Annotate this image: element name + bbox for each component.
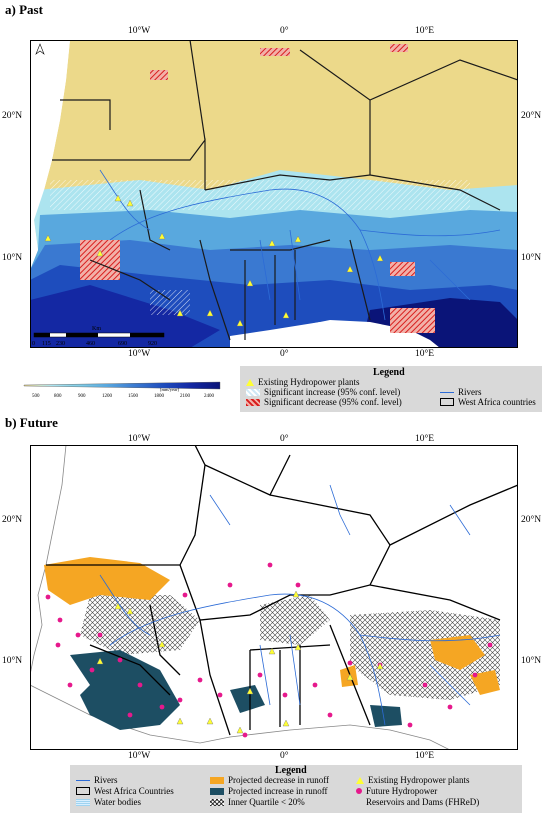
legend-label: Rivers bbox=[94, 775, 118, 785]
panel-a-lat-tick: 20°N bbox=[521, 111, 542, 121]
increase-swatch bbox=[210, 787, 224, 795]
legend-item: Water bodies bbox=[76, 797, 141, 807]
legend-label: Projected decrease in runoff bbox=[228, 775, 330, 785]
scalebar: Km 0 115 230 460 690 920 bbox=[32, 326, 165, 347]
legend-item: Future Hydropower bbox=[356, 786, 437, 796]
panel-a-map: Km 0 115 230 460 690 920 bbox=[30, 40, 518, 348]
panel-b-lon-tick: 10°W bbox=[128, 751, 151, 761]
panel-a-colorbar: 500 800 900 1200 1500 1800 2100 2400 [mm… bbox=[23, 381, 221, 399]
legend-label: Significant increase (95% conf. level) bbox=[264, 387, 401, 397]
panel-a-lon-tick: 10°E bbox=[415, 26, 435, 36]
legend-item: Inner Quartile < 20% bbox=[210, 797, 305, 807]
country-border-icon bbox=[76, 787, 90, 795]
scalebar-unit: Km bbox=[92, 326, 101, 332]
legend-label: Inner Quartile < 20% bbox=[228, 797, 305, 807]
panel-a-legend: Legend Existing Hydropower plants Signif… bbox=[240, 366, 542, 412]
hydropower-markers bbox=[44, 194, 384, 327]
legend-item: Reservoirs and Dams (FHReD) bbox=[366, 797, 479, 807]
legend-title: Legend bbox=[373, 367, 405, 378]
hatch-white-icon bbox=[246, 388, 260, 396]
legend-label: West Africa countries bbox=[458, 397, 536, 407]
decrease-swatch bbox=[210, 776, 224, 784]
panel-b-title: b) Future bbox=[5, 415, 58, 430]
panel-b-lat-tick: 20°N bbox=[521, 515, 542, 525]
fhred-markers bbox=[45, 562, 493, 738]
legend-item: Existing Hydropower plants bbox=[246, 377, 360, 387]
panel-b-lat-tick: 10°N bbox=[2, 656, 23, 666]
legend-item: Projected decrease in runoff bbox=[210, 775, 329, 785]
legend-item: Existing Hydropower plants bbox=[356, 775, 470, 785]
scalebar-label: 690 bbox=[118, 341, 127, 347]
hatch-red-icon bbox=[246, 398, 260, 406]
river-line-icon bbox=[76, 779, 90, 781]
panel-b-map bbox=[30, 445, 518, 750]
legend-label: Existing Hydropower plants bbox=[258, 377, 360, 387]
panel-a-lon-tick: 10°W bbox=[128, 26, 151, 36]
north-arrow-icon bbox=[35, 43, 45, 55]
legend-item: Rivers bbox=[440, 387, 482, 397]
legend-title: Legend bbox=[275, 765, 307, 776]
legend-item: West Africa Countries bbox=[76, 786, 174, 796]
legend-label: West Africa Countries bbox=[94, 786, 174, 796]
colorbar-unit: [mm/year] bbox=[160, 387, 179, 392]
legend-label: Existing Hydropower plants bbox=[368, 775, 470, 785]
legend-label: Projected increase in runoff bbox=[228, 786, 328, 796]
colorbar-label: 2400 bbox=[204, 394, 215, 399]
panel-b-lon-tick: 10°E bbox=[415, 434, 435, 444]
panel-a-lon-tick: 10°W bbox=[128, 349, 151, 359]
scalebar-label: 920 bbox=[148, 341, 157, 347]
scalebar-label: 0 bbox=[32, 341, 35, 347]
legend-label: Significant decrease (95% conf. level) bbox=[264, 397, 402, 407]
panel-b-lon-tick: 10°E bbox=[415, 751, 435, 761]
panel-b-lat-tick: 10°N bbox=[521, 656, 542, 666]
legend-item: West Africa countries bbox=[440, 397, 536, 407]
panel-b-lat-tick: 20°N bbox=[2, 515, 23, 525]
legend-item: Significant increase (95% conf. level) bbox=[246, 387, 400, 397]
colorbar-label: 2100 bbox=[180, 394, 191, 399]
panel-a-lon-tick: 10°E bbox=[415, 349, 435, 359]
dot-icon bbox=[356, 788, 362, 794]
triangle-icon bbox=[246, 378, 254, 386]
legend-label: Water bodies bbox=[94, 797, 142, 807]
colorbar-label: 800 bbox=[54, 394, 62, 399]
crosshatch-icon bbox=[210, 798, 224, 806]
legend-label: Future Hydropower bbox=[366, 786, 438, 796]
triangle-icon bbox=[356, 776, 364, 784]
hydropower-markers bbox=[96, 590, 384, 734]
colorbar-label: 1800 bbox=[154, 394, 165, 399]
panel-b-lon-tick: 10°W bbox=[128, 434, 151, 444]
panel-a-lon-tick: 0° bbox=[280, 26, 289, 36]
colorbar-label: 900 bbox=[78, 394, 86, 399]
colorbar-label: 1200 bbox=[102, 394, 113, 399]
scalebar-label: 230 bbox=[56, 341, 65, 347]
colorbar-label: 500 bbox=[32, 394, 40, 399]
legend-item: Projected increase in runoff bbox=[210, 786, 328, 796]
legend-item: Rivers bbox=[76, 775, 118, 785]
legend-label: Reservoirs and Dams (FHReD) bbox=[366, 797, 480, 807]
panel-a-title: a) Past bbox=[5, 2, 43, 17]
panel-a-lat-tick: 20°N bbox=[2, 111, 23, 121]
panel-b-lon-tick: 0° bbox=[280, 434, 289, 444]
river-line-icon bbox=[440, 391, 454, 393]
country-border-icon bbox=[440, 398, 454, 406]
scalebar-label: 460 bbox=[86, 341, 95, 347]
legend-item: Significant decrease (95% conf. level) bbox=[246, 397, 402, 407]
legend-label: Rivers bbox=[458, 387, 482, 397]
water-body-icon bbox=[76, 798, 90, 806]
panel-a-lat-tick: 10°N bbox=[521, 253, 542, 263]
colorbar-label: 1500 bbox=[128, 394, 139, 399]
panel-a-lon-tick: 0° bbox=[280, 349, 289, 359]
panel-b-lon-tick: 0° bbox=[280, 751, 289, 761]
panel-a-lat-tick: 10°N bbox=[2, 253, 23, 263]
panel-b-legend: Legend Rivers West Africa Countries Wate… bbox=[70, 765, 522, 813]
scalebar-label: 115 bbox=[42, 341, 51, 347]
